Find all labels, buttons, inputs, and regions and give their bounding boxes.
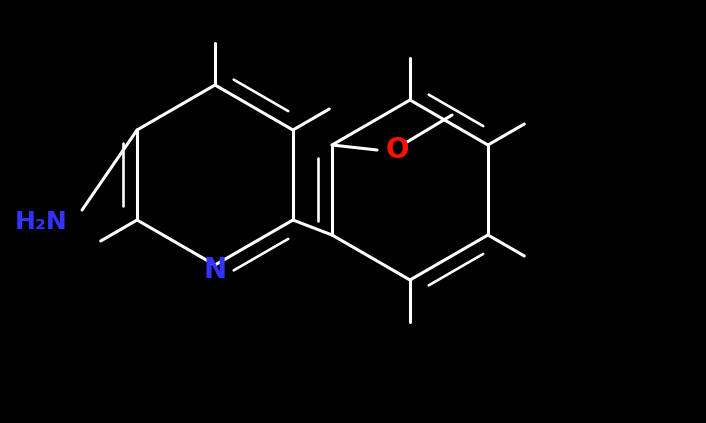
Text: N: N [203,256,227,284]
Text: H₂N: H₂N [14,210,67,234]
Text: O: O [385,136,409,164]
